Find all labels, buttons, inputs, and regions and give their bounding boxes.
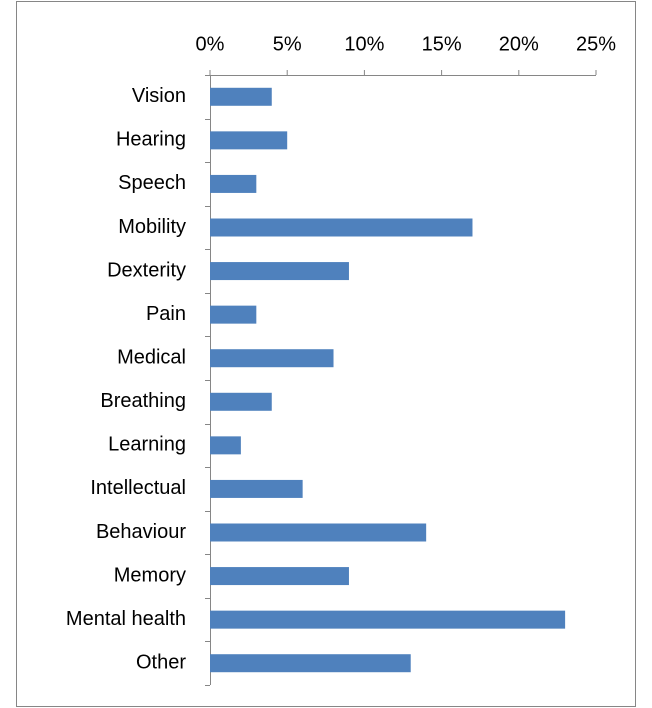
y-tick-label: Memory xyxy=(114,564,186,586)
bar xyxy=(210,174,257,193)
bar xyxy=(210,610,566,629)
y-tick-label: Medical xyxy=(117,346,186,368)
y-tick-label: Intellectual xyxy=(90,477,186,499)
x-tick-label: 0% xyxy=(196,33,225,55)
y-tick-label: Vision xyxy=(132,85,186,107)
x-tick-label: 10% xyxy=(344,33,384,55)
y-tick-label: Dexterity xyxy=(107,259,186,281)
y-tick-label: Pain xyxy=(146,303,186,325)
bar xyxy=(210,305,257,324)
y-tick-label: Mobility xyxy=(118,216,186,238)
bar xyxy=(210,131,288,150)
y-tick-label: Breathing xyxy=(100,390,186,412)
bar xyxy=(210,87,272,106)
x-tick-label: 25% xyxy=(576,33,616,55)
bar xyxy=(210,436,241,455)
y-tick-label: Learning xyxy=(108,434,186,456)
bar xyxy=(210,567,349,586)
y-tick-label: Behaviour xyxy=(96,521,186,543)
x-tick-label: 5% xyxy=(273,33,302,55)
x-tick-label: 15% xyxy=(422,33,462,55)
bar xyxy=(210,654,411,673)
bar xyxy=(210,523,427,542)
y-tick-label: Mental health xyxy=(66,608,186,630)
y-tick-label: Other xyxy=(136,651,186,673)
bar xyxy=(210,392,272,411)
bar xyxy=(210,479,303,498)
y-tick-label: Hearing xyxy=(116,129,186,151)
bar xyxy=(210,262,349,281)
bar xyxy=(210,349,334,368)
bar xyxy=(210,218,473,237)
x-tick-label: 20% xyxy=(499,33,539,55)
y-tick-label: Speech xyxy=(118,172,186,194)
